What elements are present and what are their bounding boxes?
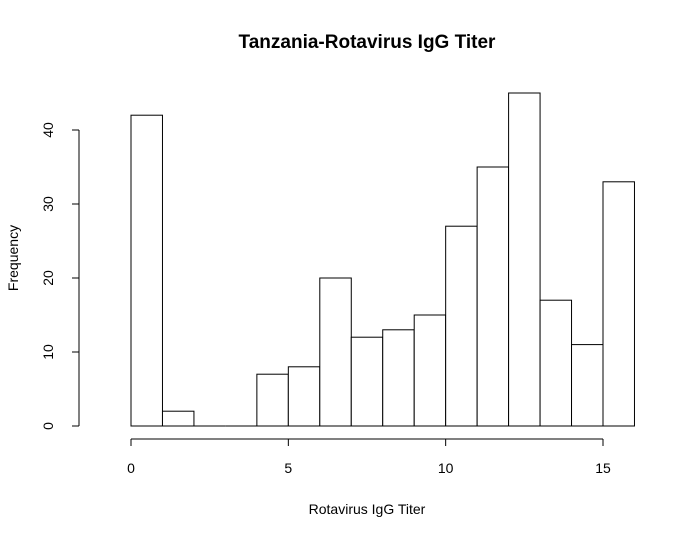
y-tick-label: 10 (40, 344, 56, 360)
x-tick-label: 5 (284, 460, 292, 476)
histogram-bar (161, 410, 195, 427)
x-axis: 0 5 10 15 (127, 438, 611, 476)
y-tick-label: 40 (40, 122, 56, 138)
y-tick-label: 0 (40, 422, 56, 430)
x-tick-label: 15 (595, 460, 611, 476)
y-tick-label: 20 (40, 270, 56, 286)
histogram-bar (508, 92, 541, 427)
histogram-bar (571, 344, 604, 427)
y-tick-label: 30 (40, 196, 56, 212)
x-axis-label: Rotavirus IgG Titer (309, 501, 426, 517)
histogram-bars (130, 92, 635, 427)
chart-title: Tanzania-Rotavirus IgG Titer (239, 32, 497, 53)
histogram-bar (539, 299, 573, 427)
histogram-bar (319, 277, 352, 427)
histogram-bar (602, 181, 635, 427)
histogram-bar (256, 373, 289, 427)
x-tick-label: 10 (438, 460, 454, 476)
y-axis: 0 10 20 30 40 (40, 122, 80, 430)
histogram-bar (130, 114, 163, 427)
histogram-bar (350, 336, 384, 427)
histogram-bar (445, 225, 478, 427)
histogram-bar (287, 366, 321, 427)
histogram-bar (382, 329, 415, 427)
x-tick-label: 0 (127, 460, 135, 476)
histogram-bar (476, 166, 510, 427)
histogram-bar (413, 314, 447, 427)
y-axis-label: Frequency (5, 225, 21, 291)
